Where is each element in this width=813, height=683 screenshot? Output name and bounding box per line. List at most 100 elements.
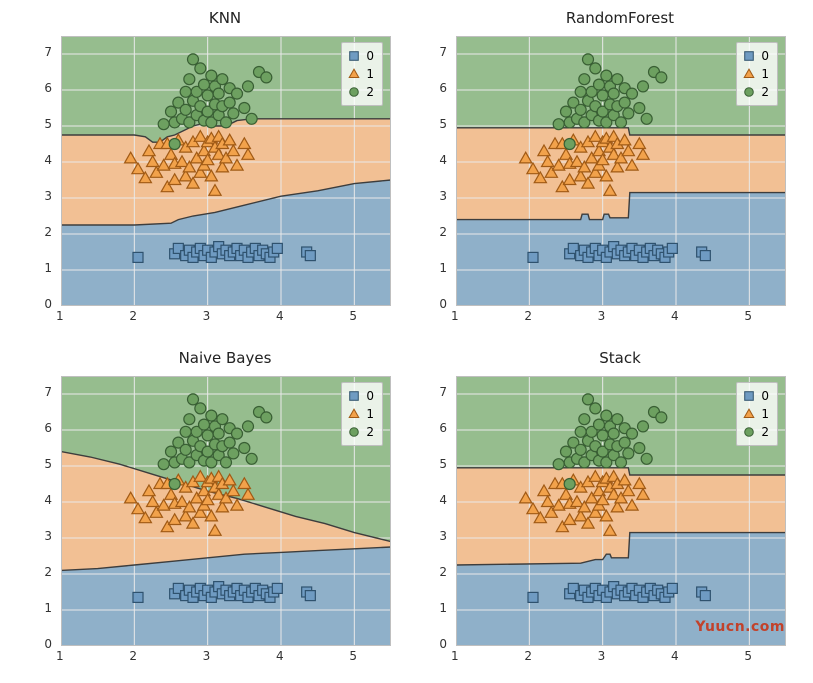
xtick-label: 2 xyxy=(524,649,532,663)
plot-area: 0 1 2 xyxy=(60,35,390,305)
point-class2 xyxy=(612,74,623,85)
point-class2 xyxy=(232,88,243,99)
point-class2 xyxy=(553,119,564,130)
ytick-label: 6 xyxy=(439,81,447,95)
point-class2 xyxy=(221,457,232,468)
xtick-label: 4 xyxy=(276,649,284,663)
ytick-label: 6 xyxy=(44,81,52,95)
point-class2 xyxy=(206,410,217,421)
legend: 0 1 2 xyxy=(736,382,778,446)
ytick-label: 2 xyxy=(44,565,52,579)
point-class0 xyxy=(528,592,538,602)
point-class2 xyxy=(623,108,634,119)
point-class0 xyxy=(272,243,282,253)
watermark-text: Yuucn.com xyxy=(695,619,785,635)
subplot-naive-bayes: Naive Bayes 0 1 xyxy=(60,375,390,645)
ytick-label: 1 xyxy=(44,261,52,275)
point-class2 xyxy=(232,428,243,439)
point-class2 xyxy=(656,412,667,423)
legend-marker-2-icon xyxy=(348,86,360,98)
point-class2 xyxy=(199,419,210,430)
legend-label-0: 0 xyxy=(366,49,374,63)
ytick-label: 1 xyxy=(439,601,447,615)
legend-marker-1-icon xyxy=(743,68,755,80)
point-class2 xyxy=(641,453,652,464)
ytick-label: 1 xyxy=(44,601,52,615)
xtick-label: 3 xyxy=(598,649,606,663)
ytick-label: 3 xyxy=(439,189,447,203)
ytick-label: 6 xyxy=(44,421,52,435)
subplot-title: KNN xyxy=(60,9,390,27)
xtick-label: 3 xyxy=(203,309,211,323)
point-class2 xyxy=(579,414,590,425)
figure: KNN 0 1 xyxy=(0,0,813,683)
point-class2 xyxy=(656,72,667,83)
point-class2 xyxy=(634,103,645,114)
point-class2 xyxy=(213,88,224,99)
legend-label-2: 2 xyxy=(366,425,374,439)
point-class2 xyxy=(180,104,191,115)
point-class2 xyxy=(166,106,177,117)
point-class2 xyxy=(184,74,195,85)
xtick-label: 5 xyxy=(744,309,752,323)
point-class2 xyxy=(575,426,586,437)
point-class2 xyxy=(169,139,180,150)
ytick-label: 7 xyxy=(44,45,52,59)
point-class0 xyxy=(133,592,143,602)
subplot-knn: KNN 0 1 xyxy=(60,35,390,305)
point-class2 xyxy=(564,139,575,150)
legend-row-1: 1 xyxy=(743,405,769,423)
point-class2 xyxy=(180,426,191,437)
point-class2 xyxy=(195,63,206,74)
watermark: Yuucn.com xyxy=(695,619,785,635)
point-class2 xyxy=(199,79,210,90)
point-class2 xyxy=(202,430,213,441)
point-class2 xyxy=(158,119,169,130)
legend: 0 1 2 xyxy=(736,42,778,106)
legend: 0 1 2 xyxy=(341,382,383,446)
plot-area: 0 1 2 xyxy=(60,375,390,645)
point-class2 xyxy=(243,81,254,92)
point-class2 xyxy=(184,414,195,425)
point-class2 xyxy=(627,88,638,99)
legend-marker-0-icon xyxy=(348,390,360,402)
legend-row-0: 0 xyxy=(743,47,769,65)
ytick-label: 7 xyxy=(44,385,52,399)
ytick-label: 2 xyxy=(44,225,52,239)
xtick-label: 1 xyxy=(56,649,64,663)
ytick-label: 4 xyxy=(439,153,447,167)
point-class2 xyxy=(224,437,235,448)
legend-row-1: 1 xyxy=(743,65,769,83)
legend-row-0: 0 xyxy=(348,47,374,65)
point-class2 xyxy=(597,430,608,441)
point-class0 xyxy=(667,243,677,253)
ytick-label: 7 xyxy=(439,45,447,59)
subplot-randomforest: RandomForest 0 1 xyxy=(455,35,785,305)
legend-label-1: 1 xyxy=(761,67,769,81)
ytick-label: 0 xyxy=(44,297,52,311)
ytick-label: 5 xyxy=(439,457,447,471)
point-class2 xyxy=(228,108,239,119)
xtick-label: 2 xyxy=(129,649,137,663)
ytick-label: 4 xyxy=(44,153,52,167)
point-class2 xyxy=(619,97,630,108)
point-class2 xyxy=(217,74,228,85)
ytick-label: 3 xyxy=(44,189,52,203)
point-class2 xyxy=(261,412,272,423)
point-class2 xyxy=(575,104,586,115)
legend-label-0: 0 xyxy=(761,389,769,403)
ytick-label: 6 xyxy=(439,421,447,435)
ytick-label: 5 xyxy=(439,117,447,131)
xtick-label: 3 xyxy=(598,309,606,323)
point-class2 xyxy=(612,414,623,425)
point-class2 xyxy=(213,428,224,439)
ytick-label: 0 xyxy=(439,637,447,651)
point-class2 xyxy=(206,70,217,81)
point-class2 xyxy=(246,113,257,124)
ytick-label: 2 xyxy=(439,225,447,239)
point-class2 xyxy=(188,394,199,405)
legend-row-0: 0 xyxy=(743,387,769,405)
point-class2 xyxy=(180,86,191,97)
point-class0 xyxy=(700,591,710,601)
ytick-label: 3 xyxy=(44,529,52,543)
